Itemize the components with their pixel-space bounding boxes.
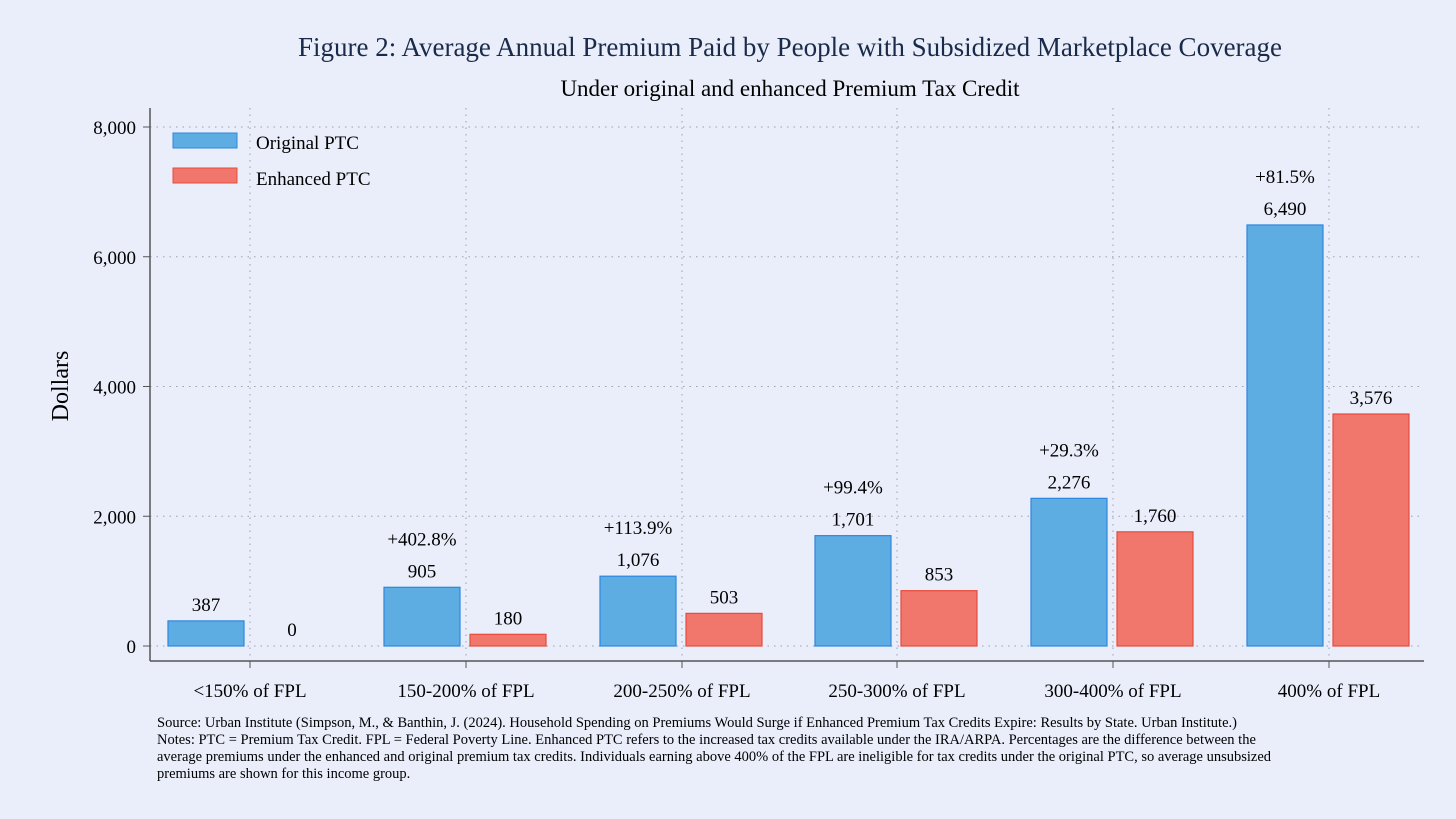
data-label-enhanced: 503 <box>710 587 739 608</box>
data-label-enhanced: 853 <box>925 565 954 586</box>
pct-change-label: +113.9% <box>604 518 673 539</box>
bar-original <box>599 575 677 647</box>
data-label-enhanced: 1,760 <box>1134 506 1177 527</box>
legend-swatch-original <box>172 132 238 149</box>
pct-change-label: +29.3% <box>1039 440 1099 461</box>
y-tick-label: 0 <box>127 637 137 658</box>
data-label-enhanced: 180 <box>494 608 523 629</box>
bar-enhanced <box>1116 531 1194 647</box>
bar-original <box>383 586 461 647</box>
legend: Original PTC Enhanced PTC <box>172 132 371 190</box>
bar-enhanced <box>1332 413 1410 647</box>
source-note: Source: Urban Institute (Simpson, M., & … <box>157 715 1237 731</box>
data-label-original: 6,490 <box>1264 199 1307 220</box>
data-label-original: 2,276 <box>1048 472 1091 493</box>
pct-change-label: +99.4% <box>823 478 883 499</box>
x-tick-label: <150% of FPL <box>193 681 306 702</box>
x-tick-label: 250-300% of FPL <box>828 681 965 702</box>
data-label-enhanced: 0 <box>287 620 297 641</box>
notes-line-2: average premiums under the enhanced and … <box>157 749 1272 765</box>
data-label-original: 1,701 <box>832 510 875 531</box>
notes-line-1: Notes: PTC = Premium Tax Credit. FPL = F… <box>157 732 1256 748</box>
chart-title: Figure 2: Average Annual Premium Paid by… <box>298 32 1282 62</box>
bar-enhanced <box>685 612 763 647</box>
pct-change-label: +81.5% <box>1255 167 1315 188</box>
data-label-enhanced: 3,576 <box>1350 388 1393 409</box>
y-tick-label: 4,000 <box>93 378 136 399</box>
y-tick-label: 8,000 <box>93 118 136 139</box>
data-label-original: 387 <box>192 595 221 616</box>
data-label-original: 905 <box>408 561 437 582</box>
x-tick-label: 200-250% of FPL <box>613 681 750 702</box>
data-label-original: 1,076 <box>617 550 660 571</box>
legend-swatch-enhanced <box>172 167 238 184</box>
legend-label-enhanced: Enhanced PTC <box>256 169 371 190</box>
x-tick-label: 150-200% of FPL <box>397 681 534 702</box>
notes: Source: Urban Institute (Simpson, M., & … <box>157 715 1272 782</box>
bar-original <box>167 620 245 647</box>
notes-line-3: premiums are shown for this income group… <box>157 766 410 782</box>
pct-change-label: +402.8% <box>387 529 456 550</box>
bar-original <box>814 535 892 647</box>
bar-enhanced <box>900 590 978 647</box>
bar-original <box>1246 224 1324 647</box>
bar-enhanced <box>469 633 547 647</box>
y-axis-label: Dollars <box>48 351 74 422</box>
x-tick-label: 400% of FPL <box>1278 681 1380 702</box>
chart-subtitle: Under original and enhanced Premium Tax … <box>560 76 1020 101</box>
y-tick-label: 2,000 <box>93 507 136 528</box>
y-tick-label: 6,000 <box>93 248 136 269</box>
legend-label-original: Original PTC <box>256 133 359 154</box>
bar-original <box>1030 497 1108 647</box>
x-tick-label: 300-400% of FPL <box>1044 681 1181 702</box>
